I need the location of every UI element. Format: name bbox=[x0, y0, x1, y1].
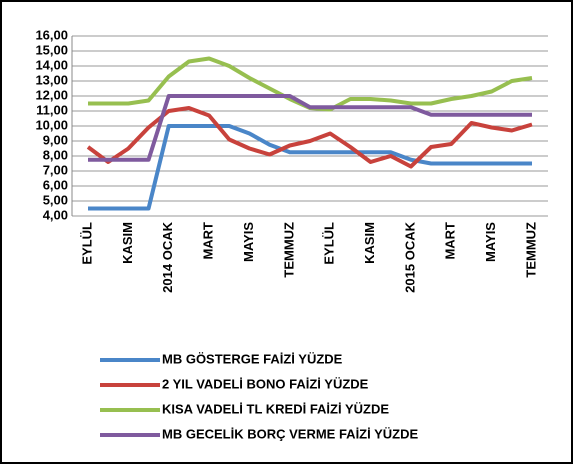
series-line bbox=[88, 124, 532, 211]
y-tick-label: 9,00 bbox=[43, 132, 68, 147]
y-tick-label: 13,00 bbox=[35, 72, 68, 87]
y-tick-label: 15,00 bbox=[35, 42, 68, 57]
legend-label: MB GECELİK BORÇ VERME FAİZİ YÜZDE bbox=[162, 426, 418, 441]
x-tick-label: TEMMUZ bbox=[281, 222, 296, 278]
x-tick-label: KASIM bbox=[362, 222, 377, 264]
x-tick-label: MART bbox=[201, 222, 216, 260]
x-tick-label: MAYIS bbox=[241, 222, 256, 262]
y-tick-label: 16,00 bbox=[35, 27, 68, 42]
y-tick-label: 12,00 bbox=[35, 87, 68, 102]
x-tick-label: MAYIS bbox=[483, 222, 498, 262]
y-tick-label: 4,00 bbox=[43, 207, 68, 222]
legend-label: 2 YIL VADELİ BONO FAİZİ YÜZDE bbox=[162, 376, 369, 391]
x-tick-label: 2015 OCAK bbox=[402, 221, 417, 292]
x-tick-label: EYLÜL bbox=[322, 222, 337, 265]
y-tick-label: 8,00 bbox=[43, 147, 68, 162]
legend-label: KISA VADELİ TL KREDİ FAİZİ YÜZDE bbox=[162, 401, 389, 416]
x-tick-label: 2014 OCAK bbox=[160, 221, 175, 292]
x-tick-label: MART bbox=[443, 222, 458, 260]
y-tick-label: 6,00 bbox=[43, 177, 68, 192]
y-tick-label: 5,00 bbox=[43, 192, 68, 207]
y-tick-label: 10,00 bbox=[35, 117, 68, 132]
y-tick-label: 14,00 bbox=[35, 57, 68, 72]
legend-label: MB GÖSTERGE FAİZİ YÜZDE bbox=[162, 351, 343, 366]
series-line bbox=[88, 94, 532, 162]
y-tick-label: 7,00 bbox=[43, 162, 68, 177]
x-tick-label: KASIM bbox=[120, 222, 135, 264]
x-tick-label: TEMMUZ bbox=[523, 222, 538, 278]
y-tick-label: 11,00 bbox=[36, 102, 68, 117]
x-tick-label: EYLÜL bbox=[79, 222, 94, 265]
